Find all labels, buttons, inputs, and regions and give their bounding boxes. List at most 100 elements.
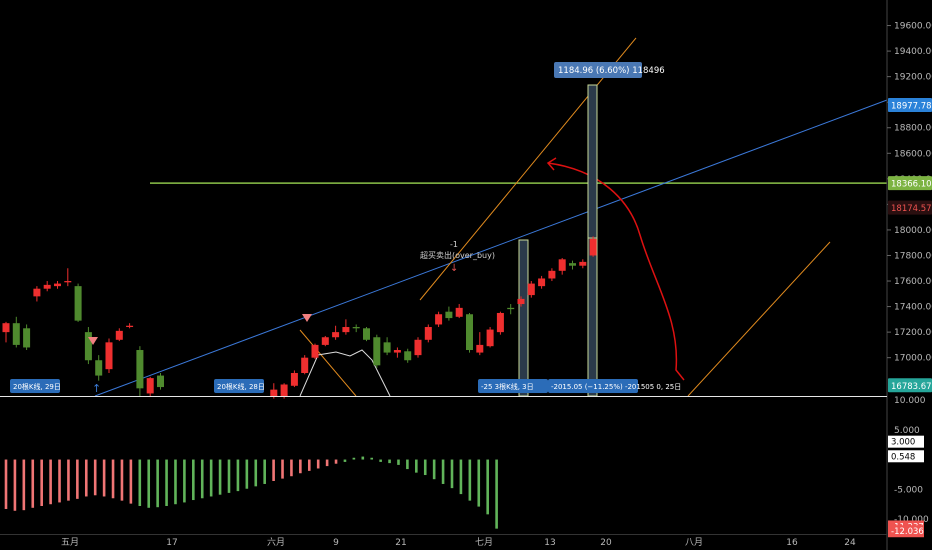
time-tick-label: 七月 (475, 537, 493, 548)
histogram-bar (31, 459, 35, 508)
price-tick-label: 17200.00 (894, 328, 932, 338)
time-tick-label: 13 (544, 538, 555, 548)
candles-series (2, 236, 597, 399)
histogram-bar (147, 459, 151, 508)
candle-body (569, 263, 576, 266)
histogram-bar (486, 459, 489, 515)
candle-body (64, 281, 72, 283)
time-tick-label: 八月 (685, 537, 703, 548)
trend-line-orange-3[interactable] (299, 329, 357, 397)
histogram-bar (334, 459, 338, 464)
candle-body (548, 270, 556, 279)
histogram-bar (4, 459, 8, 509)
candle-body (12, 323, 20, 345)
time-tick-label: 六月 (267, 536, 285, 548)
candle-body (280, 384, 288, 396)
candle-body (126, 325, 134, 328)
price-tick-label: 18800.00 (894, 124, 932, 134)
histogram-bar (49, 459, 52, 505)
histogram-bar (379, 459, 382, 462)
price-tag-label: 18977.78 (891, 102, 932, 112)
histogram-bar (40, 459, 43, 507)
histogram-bar (450, 459, 454, 489)
measure-label-box (554, 62, 642, 78)
candle-body (321, 337, 329, 345)
histogram-bar (236, 459, 240, 492)
trend-line-blue[interactable] (94, 99, 888, 397)
histogram-bar (406, 459, 409, 470)
histogram-bar (352, 457, 356, 460)
candle-body (301, 357, 309, 374)
white-curve (299, 349, 391, 397)
histogram-bar (415, 459, 418, 473)
histogram-bar (102, 459, 106, 497)
histogram-bar (120, 459, 124, 501)
range-label: 20根K线, 29日 (13, 382, 61, 391)
price-tick-label: 18000.00 (894, 226, 932, 236)
sell-signal-marker (88, 337, 98, 345)
histogram-bar (316, 459, 320, 469)
candle-body (393, 350, 401, 353)
histogram-series (4, 456, 498, 529)
histogram-bar (138, 459, 142, 507)
histogram-bar (432, 459, 436, 480)
price-tag-label: 16783.67 (891, 382, 932, 392)
candle-body (373, 337, 381, 366)
signal-value: -1 (450, 240, 458, 249)
hist-tag-label: -12.036 (891, 527, 924, 537)
histogram-bar (263, 459, 266, 484)
candle-body (435, 314, 443, 325)
candle-body (404, 351, 412, 361)
range-label: -25 3根K线, 3日 (481, 382, 534, 391)
candle-body (157, 375, 164, 388)
histogram-bar (477, 459, 481, 507)
hist-tick-label: 10.000 (894, 396, 926, 406)
sell-signal-arrow: ↓ (450, 263, 458, 274)
histogram-bar (218, 459, 222, 495)
range-label-box (478, 379, 548, 393)
histogram-bar (111, 459, 115, 499)
histogram-bar (227, 459, 231, 493)
histogram-bar (459, 459, 463, 495)
candle-body (538, 278, 546, 287)
candle-body (115, 330, 123, 340)
candle-body (558, 259, 566, 271)
time-tick-label: 17 (166, 538, 177, 548)
histogram-bar (423, 459, 427, 476)
candle-body (105, 342, 113, 370)
candle-body (290, 373, 298, 386)
hist-tag-box (888, 450, 924, 463)
histogram-bar (67, 459, 70, 501)
histogram-bar (84, 459, 88, 497)
measure-box-1[interactable] (518, 239, 529, 397)
histogram-bar (200, 459, 204, 499)
candle-body (146, 378, 154, 394)
candle-body (455, 307, 463, 317)
price-tag-box (888, 176, 932, 191)
hist-tag-box (888, 435, 924, 448)
hist-tick-label: 5.000 (894, 426, 920, 436)
candle-body (579, 261, 587, 266)
trend-line-orange[interactable] (419, 37, 637, 301)
measure-box-2[interactable] (587, 84, 598, 239)
measure-box-3[interactable] (587, 237, 598, 397)
candle-body (311, 344, 319, 358)
histogram-bar (370, 457, 374, 460)
histogram-bar (325, 459, 329, 467)
histogram-bar (58, 459, 61, 503)
candle-body (424, 327, 432, 340)
candle-body (414, 339, 422, 356)
candle-body (466, 314, 473, 351)
candle-body (2, 323, 10, 333)
price-tick-label: 19200.00 (894, 73, 932, 83)
histogram-bar (299, 459, 302, 474)
time-tick-label: 9 (333, 538, 339, 548)
trend-line-orange-2[interactable] (687, 241, 831, 397)
histogram-bar (183, 459, 186, 503)
time-tick-label: 24 (844, 538, 856, 548)
histogram-bar (129, 459, 133, 504)
candle-body (507, 307, 515, 310)
